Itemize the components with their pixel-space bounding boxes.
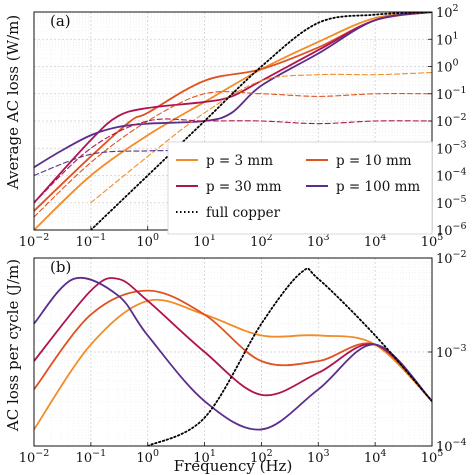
y-tick-label: 10−3 xyxy=(436,343,467,361)
series-b xyxy=(34,267,432,446)
x-tick-label: 10−2 xyxy=(19,232,50,250)
series-line-full-copper xyxy=(146,267,432,446)
y-tick-labels-a: 10−6 10−5 10−4 10−3 10−2 10−1 100 101 102 xyxy=(428,3,467,239)
y-axis-title-a: Average AC loss (W/m) xyxy=(4,15,22,190)
y-tick-label: 101 xyxy=(436,30,459,48)
y-tick-label: 10−4 xyxy=(436,437,467,455)
x-tick-label: 102 xyxy=(250,448,273,466)
series-line-full-copper xyxy=(89,12,432,230)
x-tick-label: 104 xyxy=(364,448,387,466)
legend-label-p30: p = 30 mm xyxy=(206,179,282,195)
x-tick-label: 100 xyxy=(136,232,159,250)
x-tick-label: 104 xyxy=(364,232,387,250)
legend-label-p10: p = 10 mm xyxy=(336,153,412,169)
x-tick-label: 10−2 xyxy=(19,448,50,466)
series-line-p-100-mm xyxy=(34,276,432,431)
panel-label-b: (b) xyxy=(50,258,71,276)
legend-label-p100: p = 100 mm xyxy=(336,179,420,195)
panel-b: 10−2 10−1 100 101 102 103 104 105 10−4 10−3 10−2 … xyxy=(4,249,467,475)
series-line-p-10-mm-dashed- xyxy=(34,91,432,218)
legend-box xyxy=(167,141,433,235)
y-tick-labels-b: 10−4 10−3 10−2 xyxy=(428,249,467,455)
panel-a: 10−2 10−1 100 101 102 103 104 105 10−610−510−41… xyxy=(4,3,467,250)
y-axis-title-b: AC loss per cycle (J/m) xyxy=(4,259,22,432)
x-tick-label: 10−1 xyxy=(76,448,107,466)
x-tick-label: 101 xyxy=(193,232,216,250)
x-tick-label: 100 xyxy=(136,448,159,466)
x-tick-label: 102 xyxy=(250,232,273,250)
y-tick-label: 10−2 xyxy=(436,112,467,130)
x-tick-label: 105 xyxy=(421,448,444,466)
y-tick-label: 10−1 xyxy=(436,85,467,103)
x-tick-label: 103 xyxy=(307,448,330,466)
legend-label-p3: p = 3 mm xyxy=(206,153,273,169)
legend: p = 3 mm p = 10 mm p = 30 mm p = 100 mm … xyxy=(167,141,433,235)
x-axis-title: Frequency (Hz) xyxy=(174,457,293,475)
y-tick-label: 10−2 xyxy=(436,249,467,267)
y-tick-label: 100 xyxy=(436,58,459,76)
x-tick-label: 103 xyxy=(307,232,330,250)
series-line-p-30-mm xyxy=(34,12,432,204)
x-tick-labels-b: 10−2 10−1 100 101 102 103 104 105 xyxy=(19,442,444,466)
series-line-p-3-mm xyxy=(34,12,432,230)
series-line-p-3-mm-dashed- xyxy=(90,72,432,204)
y-tick-label: 10−6 xyxy=(436,221,467,239)
y-tick-label: 102 xyxy=(436,3,459,21)
y-tick-label: 10−3 xyxy=(436,139,467,157)
x-tick-labels-a: 10−2 10−1 100 101 102 103 104 105 xyxy=(19,226,444,250)
x-tick-label: 101 xyxy=(193,448,216,466)
y-tick-label: 10−4 xyxy=(436,167,467,185)
series-line-p-30-mm xyxy=(34,277,432,403)
panel-label-a: (a) xyxy=(50,12,71,30)
legend-label-copper: full copper xyxy=(206,205,281,221)
x-tick-label: 105 xyxy=(421,232,444,250)
x-tick-label: 10−1 xyxy=(76,232,107,250)
y-tick-label: 10−5 xyxy=(436,194,467,212)
series-line-p-30-mm-dashed- xyxy=(34,118,432,204)
series-a xyxy=(34,12,432,230)
